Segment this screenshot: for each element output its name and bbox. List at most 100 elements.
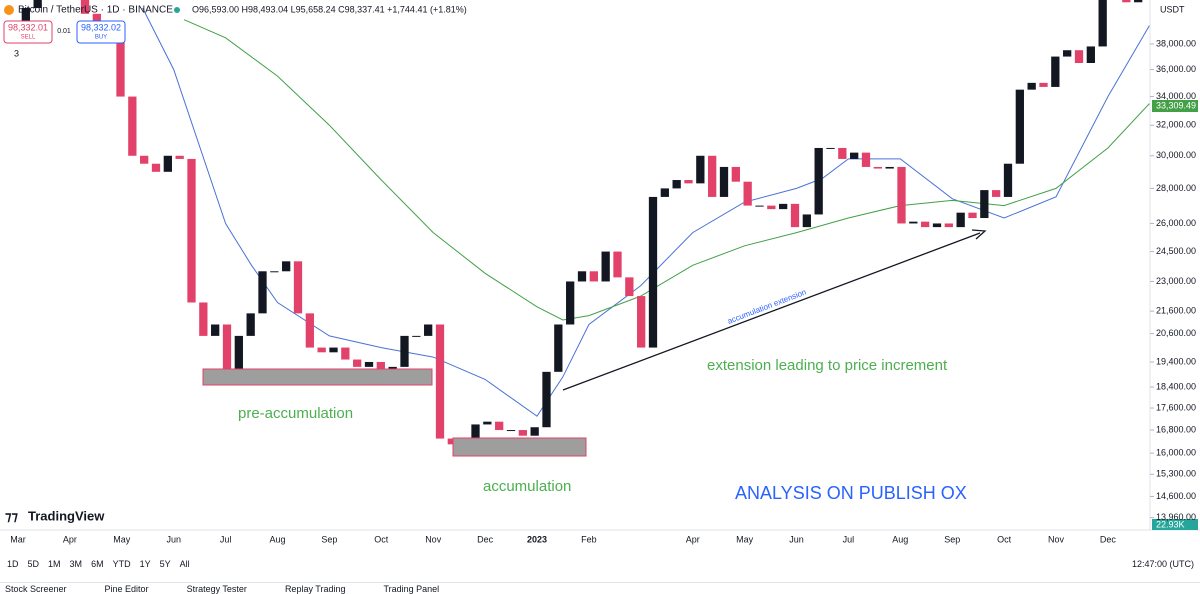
- candle: [589, 271, 598, 282]
- candle: [187, 158, 196, 303]
- candle: [211, 324, 220, 336]
- range-button[interactable]: 6M: [91, 559, 104, 569]
- y-tick-label: 19,400.00: [1156, 356, 1196, 366]
- candle: [128, 96, 137, 156]
- candle: [554, 324, 563, 372]
- candle: [222, 324, 232, 372]
- sell-label: SELL: [21, 35, 36, 41]
- candle: [151, 163, 161, 172]
- price-tag: [1152, 100, 1198, 112]
- x-tick-label: Aug: [269, 534, 285, 544]
- candle: [506, 430, 516, 432]
- candle: [293, 261, 303, 314]
- plot: [21, 0, 1150, 445]
- candle: [861, 152, 871, 167]
- annotation: pre-accumulation: [238, 405, 353, 422]
- y-tick-label: 16,800.00: [1156, 424, 1196, 434]
- range-button[interactable]: 5D: [27, 559, 40, 569]
- candle: [708, 155, 717, 197]
- candle: [258, 271, 267, 314]
- arrow-head: [971, 229, 987, 240]
- panel-tab[interactable]: Replay Trading: [284, 583, 346, 594]
- y-tick-label: 16,000.00: [1156, 447, 1196, 457]
- candle: [648, 196, 658, 348]
- sell-button[interactable]: [3, 20, 53, 44]
- panel-tab[interactable]: Pine Editor: [104, 583, 149, 594]
- zone-box: [452, 437, 587, 457]
- candle: [270, 271, 279, 273]
- candle: [790, 203, 800, 228]
- candle: [424, 324, 433, 336]
- candle: [980, 190, 989, 219]
- candle: [660, 188, 669, 197]
- candle: [684, 180, 693, 184]
- candle: [1063, 50, 1072, 57]
- candle: [1134, 0, 1143, 3]
- buy-label: BUY: [95, 35, 107, 41]
- candle: [577, 271, 587, 282]
- candle: [92, 13, 101, 26]
- y-tick-label: 17,600.00: [1156, 402, 1196, 412]
- candle: [447, 438, 456, 445]
- panel-tab[interactable]: Strategy Tester: [186, 583, 247, 594]
- indicator-count[interactable]: 3: [14, 48, 19, 58]
- candle: [1122, 0, 1131, 3]
- range-button[interactable]: 1M: [48, 559, 61, 569]
- candle: [767, 205, 776, 210]
- candle: [613, 251, 622, 278]
- range-button[interactable]: 3M: [69, 559, 83, 569]
- candle: [116, 37, 125, 97]
- candle: [897, 166, 906, 224]
- x-tick-label: Oct: [997, 534, 1012, 544]
- candle: [1051, 56, 1060, 87]
- candle: [140, 155, 149, 164]
- candle: [175, 155, 184, 159]
- candle: [743, 181, 752, 206]
- chart: pre-accumulation accumulation extension …: [0, 0, 1200, 544]
- range-button[interactable]: 1D: [7, 559, 19, 569]
- panel-tab[interactable]: Stock Screener: [5, 583, 67, 594]
- range-button[interactable]: 5Y: [159, 559, 171, 569]
- spread: 0.01: [57, 28, 71, 35]
- candle: [944, 223, 953, 228]
- x-tick-label: Dec: [1100, 534, 1117, 544]
- range-button[interactable]: YTD: [112, 559, 131, 569]
- candle: [530, 427, 539, 436]
- candle: [400, 335, 409, 367]
- candle: [412, 335, 421, 337]
- candle: [21, 8, 30, 32]
- candle: [1098, 0, 1107, 47]
- candle: [755, 205, 764, 207]
- candle: [376, 361, 385, 370]
- panel-tab[interactable]: Trading Panel: [383, 583, 440, 594]
- y-tick-label: 32,000.00: [1156, 120, 1196, 130]
- candle: [992, 190, 1001, 197]
- currency[interactable]: USDT: [1160, 4, 1185, 14]
- logo-icon: ⁊⁊: [5, 508, 18, 523]
- price-tag-label: 33,309.49: [1156, 100, 1196, 110]
- y-tick-label: 28,000.00: [1156, 183, 1196, 193]
- buy-button[interactable]: [76, 20, 126, 44]
- candle: [731, 166, 740, 182]
- price-tag-label: 22.93K: [1156, 519, 1185, 529]
- candle: [234, 335, 243, 372]
- candle: [33, 0, 42, 9]
- candle: [518, 430, 527, 436]
- y-tick-label: 23,000.00: [1156, 276, 1196, 286]
- x-tick-label: Jun: [789, 534, 804, 544]
- candle: [542, 371, 551, 428]
- x-tick-label: Dec: [477, 534, 494, 544]
- y-tick-label: 18,400.00: [1156, 381, 1196, 391]
- x-tick-label: Nov: [425, 534, 442, 544]
- range-button[interactable]: 1Y: [139, 559, 151, 569]
- y-tick-label: 24,500.00: [1156, 246, 1196, 256]
- candle: [625, 277, 634, 297]
- arrow: [562, 232, 981, 391]
- x-tick-label: Mar: [10, 534, 26, 544]
- candle: [388, 366, 397, 370]
- candle: [802, 214, 811, 228]
- x-tick-label: May: [736, 534, 754, 544]
- range-button[interactable]: All: [179, 559, 190, 569]
- annotation: accumulation: [483, 478, 571, 495]
- candle: [163, 155, 172, 172]
